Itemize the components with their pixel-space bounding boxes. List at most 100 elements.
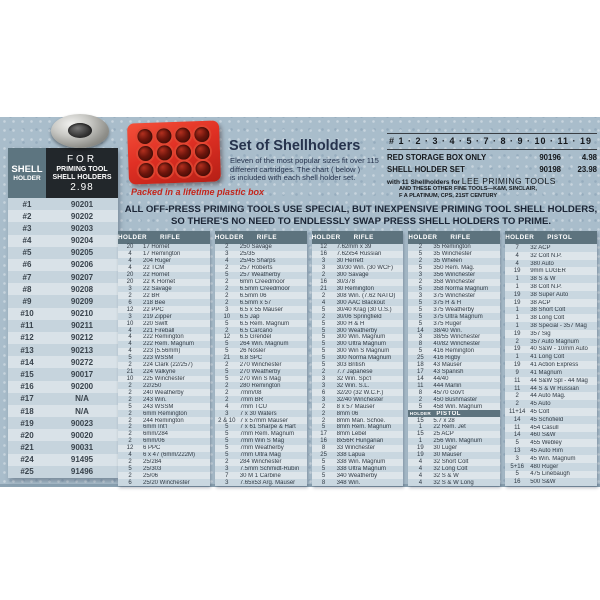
- cartridge-name: 375 Weatherby: [433, 306, 474, 313]
- cartridge-name: 222 Remington: [143, 334, 184, 341]
- sidebar-row-sku: 90207: [70, 272, 94, 282]
- sidebar-row-number: #5: [22, 248, 32, 258]
- pricing-row-red-box: RED STORAGE BOX ONLY 90196 4.98: [387, 153, 597, 162]
- compat-row: 2 35 Remington: [408, 244, 501, 251]
- sidebar-row-sku: 90211: [71, 321, 93, 331]
- sidebar-row: #3 90203: [8, 222, 118, 235]
- holder-number: 4: [128, 251, 132, 258]
- compat-row: 4 32 Short Colt: [408, 458, 501, 466]
- compat-row: 1 22 Rem. Jet: [408, 423, 501, 431]
- holder-number: 16: [320, 251, 327, 258]
- holder-number: 5: [225, 320, 229, 327]
- compat-row: 4 17 Remington: [118, 250, 210, 258]
- sidebar-row: #15 90017: [8, 368, 118, 381]
- shellholder-cavity: [157, 162, 173, 178]
- pricing-fineprint-line1: AND THESE OTHER FINE TOOLS—K&M, SINCLAIR…: [399, 186, 537, 192]
- compat-row: 20 22 K Hornet: [118, 278, 210, 286]
- cartridge-name: 284 Winchester: [239, 459, 282, 466]
- sidebar-row: #18 N/A: [8, 404, 118, 418]
- compat-row: 4 6 x 47 (6mm/222M): [118, 451, 210, 459]
- cartridge-name: 45 Auto: [530, 401, 551, 408]
- sidebar-row-number: #1: [22, 199, 32, 209]
- holder-number: 2: [418, 244, 423, 251]
- cartridge-name: 300 Norma Magnum: [336, 355, 392, 362]
- compat-row: 2 250 Savage: [214, 244, 307, 251]
- holder-number: 4: [128, 348, 132, 355]
- compat-row: 5 416 Remington: [408, 347, 501, 355]
- cartridge-name: 38/55 Winchester: [433, 334, 481, 341]
- sidebar-row-number: #16: [20, 382, 34, 392]
- cartridge-name: 8x56R Hungarian: [336, 438, 384, 445]
- holder-number: 5: [225, 445, 229, 452]
- sidebar-row-number: #17: [20, 394, 34, 404]
- cartridge-name: 480 Ruger: [530, 463, 559, 470]
- compat-row: 5 270 Weatherby: [214, 368, 307, 376]
- sidebar-row-sku: 90213: [70, 345, 94, 355]
- sidebar-row-sku: 90202: [70, 211, 94, 221]
- sidebar-row-number: #4: [22, 236, 32, 246]
- holder-number: 1: [418, 424, 423, 431]
- holder-number: 3: [225, 479, 229, 486]
- cartridge-name: 6.5mm x 57: [239, 299, 272, 306]
- holder-number: 2: [128, 459, 132, 466]
- cartridge-name: 240 Weatherby: [143, 389, 184, 396]
- compat-row: 19 30 Luger: [408, 444, 501, 452]
- holder-number: 4: [515, 252, 519, 259]
- cartridge-name: 44 S & W Russian: [530, 385, 579, 392]
- holder-number: 6: [128, 299, 132, 306]
- compat-row: 4 32 S & W Long: [408, 479, 501, 487]
- cartridge-name: 35 Whelen: [433, 258, 463, 265]
- cartridge-name: 40 S&W - 10mm Auto: [530, 346, 588, 353]
- pricing-fineprint-line2: F A PLATINUM, CPS, 21ST CENTURY: [399, 192, 498, 199]
- compat-row: 10 225 Winchester: [118, 375, 210, 383]
- cartridge-name: 257 Weatherby: [239, 272, 281, 279]
- holder-number: 4: [128, 334, 132, 341]
- cartridge-name: 270 Weatherby: [239, 369, 281, 376]
- shellholder-cavity: [156, 128, 172, 144]
- holder-number: 17: [320, 431, 327, 438]
- holder-number: 3: [225, 465, 229, 472]
- compat-row: 5 7mm Ultra Mag: [214, 451, 307, 459]
- compat-row: 2 358 Winchester: [408, 278, 501, 286]
- shell-holder-header-cell: SHELL HOLDER: [8, 148, 46, 198]
- sidebar-row-sku: 90206: [70, 260, 94, 270]
- cartridge-name: 257 Roberts: [239, 265, 273, 272]
- cartridge-name: 22 Rem. Jet: [433, 424, 466, 431]
- compat-row: 5 223 WSSM: [118, 354, 210, 362]
- cartridge-name: 38 Super Auto: [530, 291, 569, 298]
- cartridge-name: 6 PPC: [143, 445, 161, 452]
- compat-row: 3 45 Win. Magnum: [505, 454, 597, 463]
- compat-row: 2 6.5mm Creedmoor: [214, 285, 307, 293]
- cartridge-name: 30 Mauser: [433, 452, 462, 459]
- cartridge-name: 6mm Int'l: [143, 424, 168, 431]
- cartridge-name: 45 Win. Magnum: [530, 455, 576, 462]
- holder-number: 8: [321, 479, 326, 486]
- cartridge-name: 7 x 61 Sharpe & Hart: [239, 424, 296, 431]
- holder-number: 10: [126, 320, 134, 327]
- holder-number: 1: [515, 315, 519, 322]
- holder-number: 2: [225, 292, 229, 299]
- cartridge-name: 219 Zipper: [143, 313, 172, 320]
- holder-number: 2: [128, 292, 132, 299]
- cartridge-name: 450 Bushmaster: [433, 396, 478, 403]
- shellholder-cavity: [175, 144, 192, 160]
- holder-number: 5: [418, 299, 423, 306]
- holder-number: 5: [321, 348, 326, 355]
- holder-number: 5: [321, 472, 326, 479]
- compat-row: 5 257 Weatherby: [214, 271, 307, 279]
- holder-header-label: HOLDER: [505, 234, 535, 241]
- holder-number: 11: [417, 382, 424, 389]
- cartridge-name: 454 Casull: [530, 424, 559, 431]
- holder-number: 5: [418, 313, 423, 320]
- compat-row: 19 38 ACP: [505, 298, 597, 307]
- cartridge-name: 6.5mm 06: [239, 292, 267, 299]
- type-header-label: RIFLE: [450, 234, 471, 241]
- holder-number: 10: [223, 313, 231, 320]
- sidebar-row-number: #8: [22, 284, 32, 294]
- holder-number: 20: [126, 244, 134, 251]
- holder-number: 2: [515, 393, 519, 400]
- compat-row: 5 300 Ultra Magnum: [311, 340, 404, 348]
- pricing-price: 23.98: [577, 165, 597, 174]
- cartridge-name: 25/284: [143, 459, 162, 466]
- holder-number: 19: [513, 268, 521, 275]
